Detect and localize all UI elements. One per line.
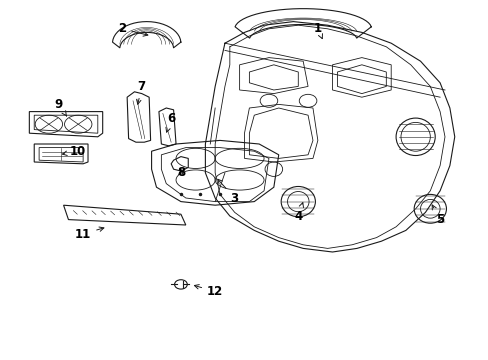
Text: 5: 5 (431, 205, 443, 226)
Text: 8: 8 (177, 166, 184, 179)
Text: 4: 4 (294, 203, 303, 222)
Text: 2: 2 (118, 22, 147, 36)
Text: 1: 1 (313, 22, 322, 39)
Text: 7: 7 (136, 80, 145, 104)
Text: 6: 6 (165, 112, 175, 132)
Text: 3: 3 (217, 179, 238, 204)
Text: 9: 9 (55, 98, 66, 116)
Text: 11: 11 (75, 227, 103, 240)
Text: 12: 12 (194, 285, 223, 298)
Text: 10: 10 (62, 145, 86, 158)
